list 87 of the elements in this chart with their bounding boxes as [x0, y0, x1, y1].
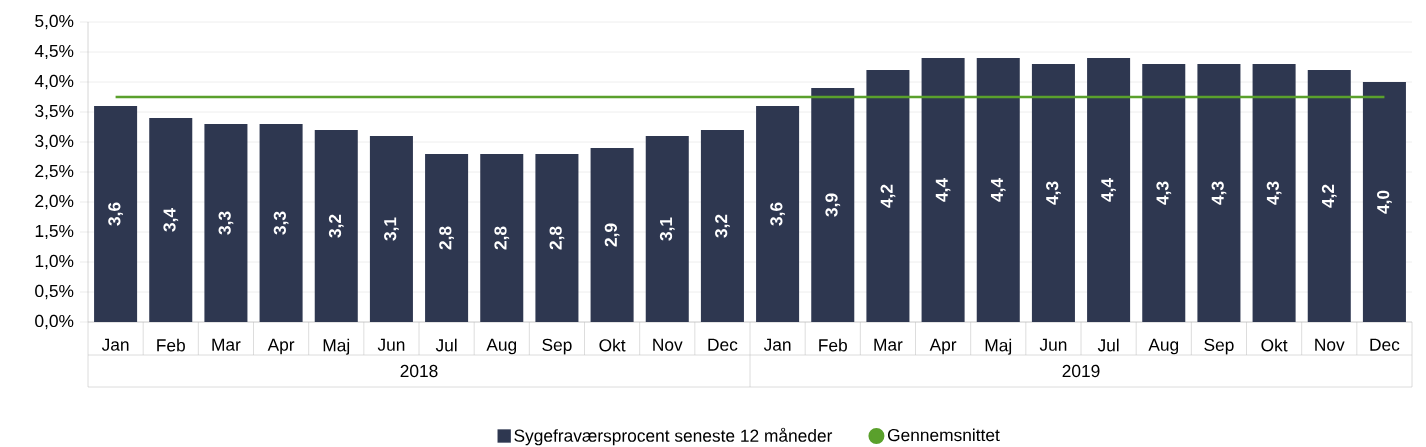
bar	[590, 148, 634, 322]
x-tick-label: Mar	[874, 338, 903, 351]
data-label: 4,3	[1156, 181, 1172, 205]
bar	[756, 106, 800, 322]
bar	[1307, 70, 1351, 322]
data-label: 4,4	[990, 178, 1006, 202]
bar	[149, 118, 193, 322]
data-label: 4,3	[1266, 181, 1282, 205]
data-label: 4,3	[1211, 181, 1227, 205]
bar	[259, 124, 303, 322]
data-label: 2,8	[439, 226, 454, 250]
data-label: 4,4	[935, 178, 951, 202]
legend-label: Gennemsnittet	[887, 428, 1000, 442]
bar	[425, 154, 469, 322]
y-tick-label: 2,5%	[35, 164, 74, 180]
data-label: 4,2	[880, 184, 896, 208]
x-tick-label: Sep	[542, 338, 572, 355]
y-tick-label: 2,0%	[35, 194, 74, 210]
y-tick-label: 3,5%	[35, 104, 74, 120]
legend-label: Sygefraværsprocent seneste 12 måneder	[514, 427, 833, 446]
bar	[700, 130, 744, 322]
data-label: 4,3	[1046, 181, 1061, 205]
data-label: 3,1	[659, 217, 675, 241]
bar	[1252, 64, 1296, 322]
data-label: 4,2	[1321, 184, 1337, 208]
data-label: 3,6	[770, 202, 785, 226]
x-tick-label: Apr	[267, 338, 295, 355]
data-label: 3,6	[108, 202, 123, 226]
y-tick-label: 0,0%	[35, 314, 74, 330]
bar	[204, 124, 248, 322]
data-label: 3,1	[384, 217, 399, 241]
data-label: 4,0	[1377, 190, 1392, 214]
y-tick-label: 1,5%	[35, 224, 74, 240]
data-label: 4,4	[1101, 178, 1116, 202]
bar	[866, 70, 910, 322]
bar	[645, 136, 689, 322]
data-label: 3,3	[218, 211, 234, 235]
y-tick-label: 4,5%	[34, 44, 74, 60]
x-tick-label: Nov	[1315, 338, 1345, 351]
y-tick-label: 0,5%	[35, 284, 74, 300]
data-label: 2,8	[549, 226, 565, 250]
bar	[1197, 64, 1241, 322]
bar	[811, 88, 855, 322]
bar	[1142, 64, 1186, 322]
x-tick-label: Okt	[599, 338, 626, 352]
data-label: 2,8	[494, 226, 510, 250]
x-tick-label: Jan	[763, 338, 791, 351]
text: 2018	[400, 364, 438, 378]
x-tick-label: Maj	[985, 338, 1012, 355]
bar	[1087, 58, 1131, 322]
y-tick-label: 4,0%	[34, 74, 74, 90]
bar	[976, 58, 1020, 322]
x-tick-label: Dec	[708, 338, 738, 351]
x-tick-label: Aug	[1148, 338, 1179, 355]
bar	[480, 154, 524, 322]
data-label: 2,9	[604, 223, 620, 247]
y-tick-label: 5,0%	[35, 14, 74, 30]
y-tick-label: 1,0%	[35, 254, 74, 270]
x-tick-label: Feb	[819, 338, 847, 352]
y-tick-label: 3,0%	[35, 134, 74, 150]
bar	[1362, 82, 1406, 322]
x-tick-label: Jun	[1039, 338, 1067, 351]
x-tick-label: Apr	[929, 338, 957, 355]
x-tick-label: Jul	[435, 338, 457, 352]
x-tick-label: Dec	[1370, 338, 1400, 351]
x-tick-label: Jun	[377, 338, 405, 351]
x-tick-label: Maj	[323, 338, 350, 355]
bar	[369, 136, 413, 322]
bar	[535, 154, 579, 322]
x-tick-label: Jan	[101, 338, 129, 351]
data-label: 3,9	[825, 193, 841, 217]
x-tick-label: Okt	[1261, 338, 1288, 352]
data-label: 3,2	[328, 214, 344, 238]
data-label: 3,2	[715, 214, 730, 238]
x-tick-label: Jul	[1097, 338, 1119, 352]
x-tick-label: Sep	[1204, 338, 1234, 355]
text: 2019	[1062, 364, 1100, 378]
x-tick-label: Mar	[212, 338, 241, 351]
data-label: 3,4	[163, 208, 179, 232]
bar	[314, 130, 358, 322]
x-tick-label: Aug	[486, 338, 517, 355]
data-label: 3,3	[273, 211, 289, 235]
x-tick-label: Nov	[653, 338, 683, 351]
x-tick-label: Feb	[157, 338, 185, 352]
bar	[1031, 64, 1075, 322]
bar	[94, 106, 138, 322]
bar	[921, 58, 965, 322]
